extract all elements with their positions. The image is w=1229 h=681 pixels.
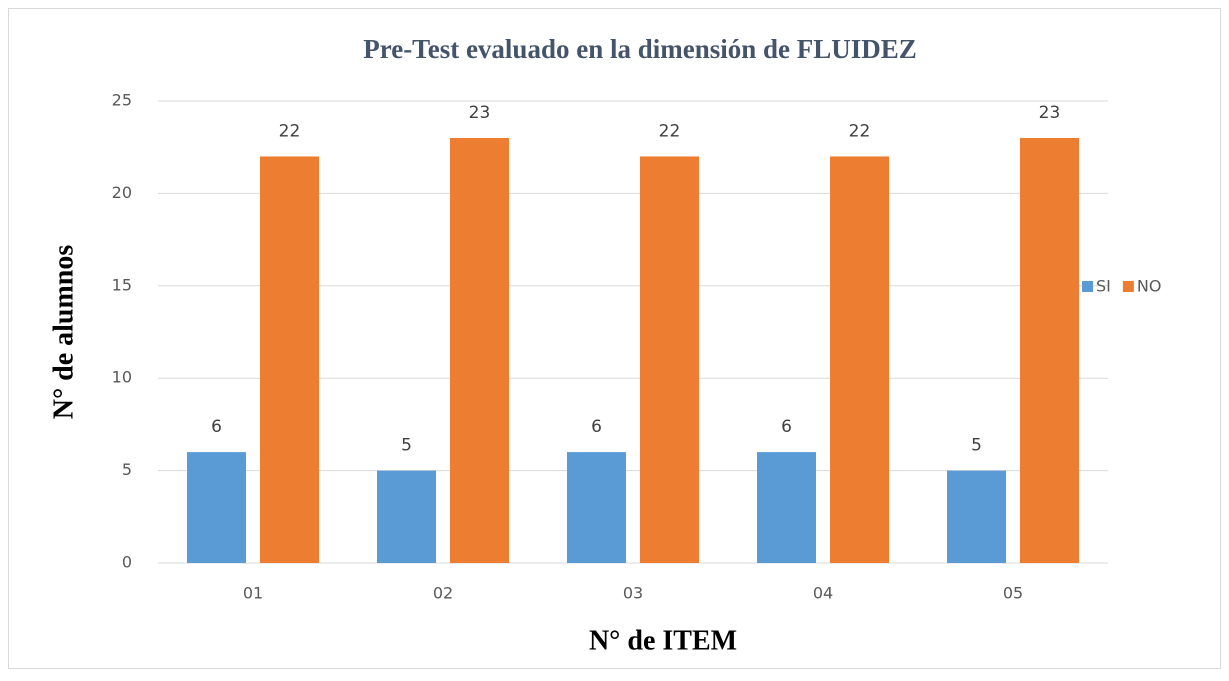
bar bbox=[260, 156, 319, 563]
y-tick-label: 25 bbox=[112, 91, 132, 110]
x-axis-title: N° de ITEM bbox=[589, 625, 737, 656]
value-label: 22 bbox=[849, 121, 871, 141]
legend-swatch bbox=[1122, 281, 1134, 292]
bar bbox=[377, 470, 436, 563]
value-label: 6 bbox=[781, 417, 792, 437]
x-tick-label: 04 bbox=[813, 584, 833, 603]
bar bbox=[567, 452, 626, 563]
legend-label: NO bbox=[1137, 277, 1162, 296]
value-label: 23 bbox=[469, 103, 491, 123]
bar bbox=[757, 452, 816, 563]
legend-swatch bbox=[1082, 281, 1093, 292]
value-label: 6 bbox=[591, 417, 602, 437]
value-label: 5 bbox=[971, 436, 982, 456]
value-label: 22 bbox=[279, 121, 301, 141]
value-label: 23 bbox=[1039, 103, 1061, 123]
y-tick-label: 10 bbox=[112, 368, 132, 387]
value-label: 5 bbox=[401, 436, 412, 456]
value-label: 6 bbox=[211, 417, 222, 437]
x-tick-label: 05 bbox=[1003, 584, 1023, 603]
value-label: 22 bbox=[659, 121, 681, 141]
x-tick-label: 01 bbox=[243, 584, 263, 603]
chart-title: Pre-Test evaluado en la dimensión de FLU… bbox=[363, 34, 917, 64]
legend-label: SI bbox=[1096, 277, 1111, 296]
bar bbox=[1020, 137, 1079, 563]
y-tick-label: 20 bbox=[112, 183, 132, 202]
bar bbox=[450, 137, 509, 563]
x-tick-label: 02 bbox=[433, 584, 453, 603]
y-tick-label: 0 bbox=[122, 553, 132, 572]
bar bbox=[830, 156, 889, 563]
x-tick-label: 03 bbox=[623, 584, 643, 603]
bar bbox=[640, 156, 699, 563]
bar bbox=[947, 470, 1006, 563]
y-axis-title: N° de alumnos bbox=[48, 245, 79, 420]
bar bbox=[187, 452, 246, 563]
y-tick-label: 5 bbox=[122, 460, 132, 479]
y-tick-label: 15 bbox=[112, 275, 132, 294]
